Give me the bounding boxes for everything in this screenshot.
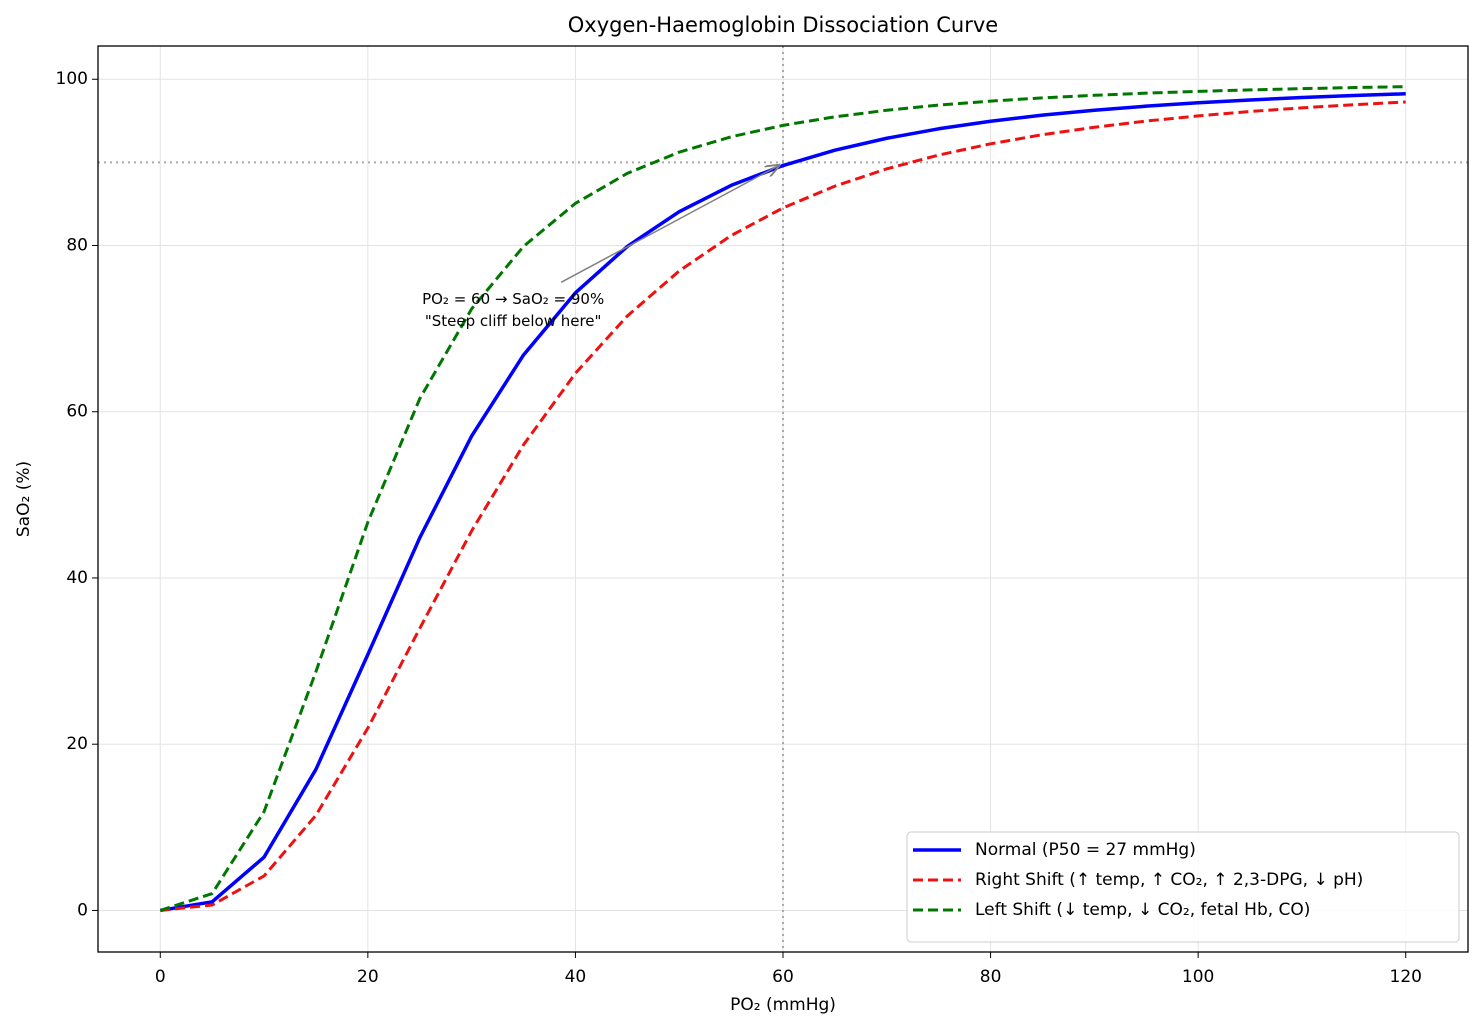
data-line (160, 100, 1406, 912)
legend-label: Normal (P50 = 27 mmHg) (975, 840, 1196, 860)
y-tick-label: 0 (77, 900, 88, 920)
data-line (159, 85, 1406, 912)
x-tick-label: 20 (357, 967, 379, 987)
chart-title: Oxygen-Haemoglobin Dissociation Curve (568, 13, 998, 37)
x-tick-label: 120 (1390, 967, 1422, 987)
x-tick-label: 100 (1182, 967, 1214, 987)
y-tick-label: 20 (66, 734, 88, 754)
legend-label: Right Shift (↑ temp, ↑ CO₂, ↑ 2,3-DPG, ↓… (975, 870, 1363, 890)
annotation-arrow (560, 165, 779, 283)
x-tick-label: 60 (772, 967, 794, 987)
legend-box (906, 831, 1460, 943)
x-tick-label: 80 (980, 967, 1002, 987)
x-tick-label: 0 (155, 967, 166, 987)
x-tick-label: 40 (565, 967, 587, 987)
plot-frame (97, 45, 1469, 953)
y-tick-label: 80 (66, 235, 88, 255)
y-axis-label: SaO₂ (%) (14, 461, 34, 537)
x-axis-label: PO₂ (mmHg) (730, 995, 836, 1015)
annotation-text: "Steep cliff below here" (425, 312, 602, 330)
data-line (159, 92, 1406, 913)
y-tick-label: 100 (56, 69, 88, 89)
y-tick-label: 60 (66, 402, 88, 422)
annotation-text: PO₂ = 60 → SaO₂ = 90% (422, 290, 604, 308)
legend-label: Left Shift (↓ temp, ↓ CO₂, fetal Hb, CO) (975, 900, 1310, 920)
y-tick-label: 40 (66, 568, 88, 588)
